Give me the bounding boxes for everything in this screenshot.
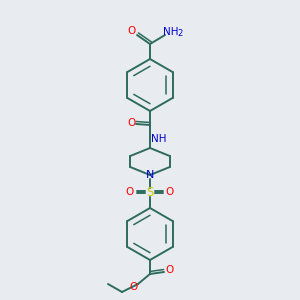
Text: O: O (128, 26, 136, 36)
Text: O: O (126, 187, 134, 197)
Text: NH: NH (163, 27, 179, 37)
Text: N: N (146, 170, 154, 180)
Text: S: S (146, 185, 154, 199)
Text: O: O (127, 118, 135, 128)
Text: O: O (166, 187, 174, 197)
Text: NH: NH (151, 134, 167, 144)
Text: O: O (130, 282, 138, 292)
Text: O: O (165, 265, 173, 275)
Text: 2: 2 (177, 29, 183, 38)
